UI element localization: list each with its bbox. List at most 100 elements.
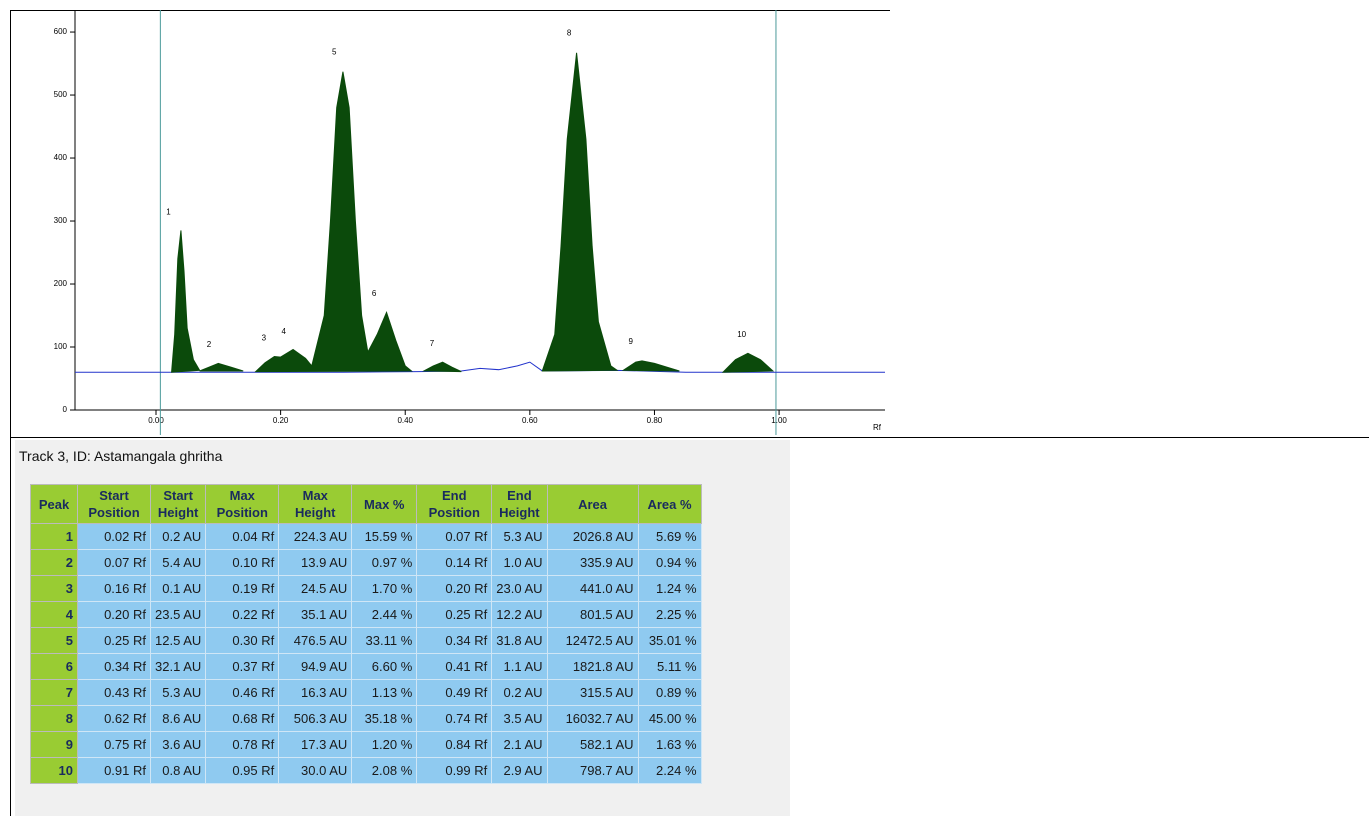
table-cell: 24.5 AU	[278, 575, 353, 602]
table-cell: 0.94 %	[637, 549, 702, 576]
table-cell: 0.84 Rf	[416, 731, 493, 758]
table-cell: 0.10 Rf	[205, 549, 280, 576]
peak-area	[171, 52, 775, 373]
table-cell: 35.18 %	[351, 705, 418, 732]
peak-label: 4	[282, 327, 287, 336]
x-tick-label: 1.00	[771, 416, 787, 425]
table-cell: 441.0 AU	[546, 575, 639, 602]
peak-number: 6	[30, 653, 78, 680]
table-cell: 1.24 %	[637, 575, 702, 602]
table-cell: 0.25 Rf	[416, 601, 493, 628]
table-row: 7 0.43 Rf 5.3 AU 0.46 Rf 16.3 AU 1.13 % 0.49 R…	[30, 679, 702, 706]
peak-number: 9	[30, 731, 78, 758]
table-cell: 0.74 Rf	[416, 705, 493, 732]
table-cell: 5.69 %	[637, 523, 702, 550]
x-tick-label: 0.40	[397, 416, 413, 425]
table-panel: Track 3, ID: Astamangala ghritha Peak Sta…	[15, 440, 790, 816]
table-cell: 0.89 %	[637, 679, 702, 706]
table-cell: 32.1 AU	[149, 653, 207, 680]
table-cell: 6.60 %	[351, 653, 418, 680]
peak-number: 8	[30, 705, 78, 732]
table-row: 3 0.16 Rf 0.1 AU 0.19 Rf 24.5 AU 1.70 % 0.20 R…	[30, 575, 702, 602]
table-cell: 0.04 Rf	[205, 523, 280, 550]
y-tick-label: 300	[54, 216, 68, 225]
peak-number: 4	[30, 601, 78, 628]
table-row: 10 0.91 Rf 0.8 AU 0.95 Rf 30.0 AU 2.08 % 0.99 …	[30, 757, 702, 784]
table-cell: 12.5 AU	[149, 627, 207, 654]
table-cell: 2026.8 AU	[546, 523, 639, 550]
frame-line	[10, 437, 1369, 438]
table-cell: 0.41 Rf	[416, 653, 493, 680]
table-row: 4 0.20 Rf 23.5 AU 0.22 Rf 35.1 AU 2.44 % 0.25 …	[30, 601, 702, 628]
table-cell: 2.44 %	[351, 601, 418, 628]
table-cell: 12472.5 AU	[546, 627, 639, 654]
y-tick-label: 0	[63, 405, 68, 414]
column-header: End Position	[416, 484, 493, 524]
table-cell: 2.25 %	[637, 601, 702, 628]
table-cell: 0.19 Rf	[205, 575, 280, 602]
x-tick-label: 0.20	[273, 416, 289, 425]
table-cell: 3.5 AU	[491, 705, 548, 732]
table-cell: 0.68 Rf	[205, 705, 280, 732]
table-cell: 0.07 Rf	[416, 523, 493, 550]
y-tick-label: 200	[54, 279, 68, 288]
table-cell: 94.9 AU	[278, 653, 353, 680]
table-cell: 17.3 AU	[278, 731, 353, 758]
y-tick-label: 400	[54, 153, 68, 162]
table-cell: 315.5 AU	[546, 679, 639, 706]
column-header: Area	[546, 484, 639, 524]
peak-label: 5	[332, 47, 337, 56]
table-cell: 2.1 AU	[491, 731, 548, 758]
chart: 0 100 200 300 400 500 600 0.00 0.20 0.40 0.60 0.80 1…	[54, 10, 885, 435]
table-cell: 5.3 AU	[491, 523, 548, 550]
table-cell: 0.78 Rf	[205, 731, 280, 758]
table-cell: 0.16 Rf	[77, 575, 151, 602]
peak-number: 10	[30, 757, 78, 784]
table-cell: 3.6 AU	[149, 731, 207, 758]
table-cell: 335.9 AU	[546, 549, 639, 576]
table-cell: 0.97 %	[351, 549, 418, 576]
table-cell: 506.3 AU	[278, 705, 353, 732]
table-cell: 1.70 %	[351, 575, 418, 602]
peak-label: 7	[430, 339, 435, 348]
table-row: 9 0.75 Rf 3.6 AU 0.78 Rf 17.3 AU 1.20 % 0.84 R…	[30, 731, 702, 758]
peak-label: 6	[372, 289, 377, 298]
table-cell: 0.34 Rf	[416, 627, 493, 654]
table-row: 2 0.07 Rf 5.4 AU 0.10 Rf 13.9 AU 0.97 % 0.14 R…	[30, 549, 702, 576]
table-cell: 0.2 AU	[491, 679, 548, 706]
peak-number: 3	[30, 575, 78, 602]
peak-number: 5	[30, 627, 78, 654]
column-header: Area %	[637, 484, 702, 524]
table-cell: 16032.7 AU	[546, 705, 639, 732]
table-cell: 0.37 Rf	[205, 653, 280, 680]
column-header: Start Position	[77, 484, 151, 524]
table-cell: 0.07 Rf	[77, 549, 151, 576]
table-cell: 1.1 AU	[491, 653, 548, 680]
peak-number: 7	[30, 679, 78, 706]
table-cell: 2.9 AU	[491, 757, 548, 784]
table-cell: 0.46 Rf	[205, 679, 280, 706]
table-row: 1 0.02 Rf 0.2 AU 0.04 Rf 224.3 AU 15.59 % 0.07…	[30, 523, 702, 550]
table-cell: 1.13 %	[351, 679, 418, 706]
table-cell: 0.43 Rf	[77, 679, 151, 706]
table-cell: 8.6 AU	[149, 705, 207, 732]
column-header: Peak	[30, 484, 78, 524]
table-cell: 224.3 AU	[278, 523, 353, 550]
peak-label: 10	[737, 330, 746, 339]
frame-line	[10, 10, 890, 11]
table-cell: 45.00 %	[637, 705, 702, 732]
table-cell: 0.20 Rf	[77, 601, 151, 628]
table-cell: 798.7 AU	[546, 757, 639, 784]
table-cell: 0.8 AU	[149, 757, 207, 784]
peak-label: 2	[207, 340, 212, 349]
table-cell: 801.5 AU	[546, 601, 639, 628]
table-cell: 35.1 AU	[278, 601, 353, 628]
table-cell: 0.99 Rf	[416, 757, 493, 784]
table-cell: 0.20 Rf	[416, 575, 493, 602]
table-cell: 5.11 %	[637, 653, 702, 680]
column-header: Max Position	[205, 484, 280, 524]
table-title: Track 3, ID: Astamangala ghritha	[19, 448, 223, 464]
x-tick-label: 0.00	[148, 416, 164, 425]
table-cell: 0.62 Rf	[77, 705, 151, 732]
table-cell: 0.75 Rf	[77, 731, 151, 758]
